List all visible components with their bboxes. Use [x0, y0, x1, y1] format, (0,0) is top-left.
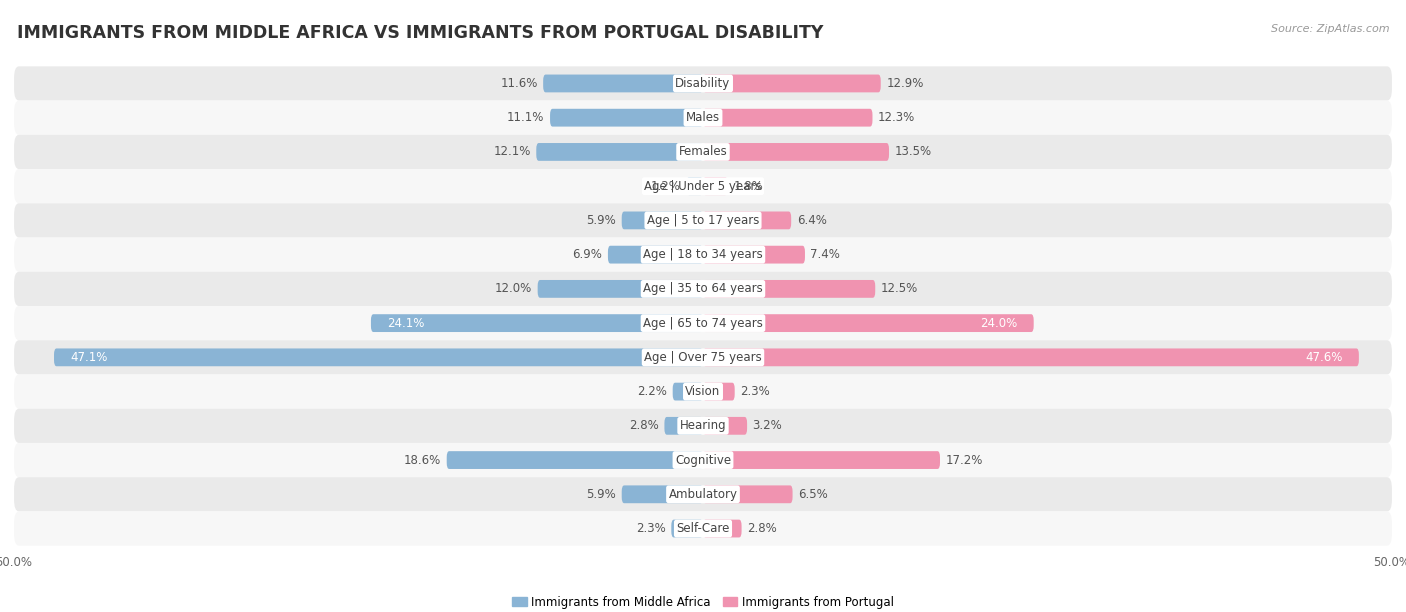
FancyBboxPatch shape	[703, 382, 735, 400]
Text: Disability: Disability	[675, 77, 731, 90]
FancyBboxPatch shape	[665, 417, 703, 435]
Text: 12.1%: 12.1%	[494, 146, 531, 159]
Text: 2.8%: 2.8%	[747, 522, 778, 535]
Text: 24.0%: 24.0%	[980, 316, 1017, 330]
Text: 1.2%: 1.2%	[651, 180, 681, 193]
FancyBboxPatch shape	[686, 177, 703, 195]
FancyBboxPatch shape	[14, 409, 1392, 443]
FancyBboxPatch shape	[703, 212, 792, 230]
FancyBboxPatch shape	[14, 443, 1392, 477]
FancyBboxPatch shape	[672, 382, 703, 400]
FancyBboxPatch shape	[671, 520, 703, 537]
FancyBboxPatch shape	[14, 477, 1392, 512]
Text: Ambulatory: Ambulatory	[668, 488, 738, 501]
FancyBboxPatch shape	[14, 203, 1392, 237]
Text: Cognitive: Cognitive	[675, 453, 731, 466]
Text: 12.0%: 12.0%	[495, 282, 531, 296]
Text: Age | 35 to 64 years: Age | 35 to 64 years	[643, 282, 763, 296]
Text: 2.3%: 2.3%	[636, 522, 666, 535]
FancyBboxPatch shape	[703, 348, 1358, 366]
Text: Age | 65 to 74 years: Age | 65 to 74 years	[643, 316, 763, 330]
FancyBboxPatch shape	[621, 212, 703, 230]
Text: 12.3%: 12.3%	[877, 111, 915, 124]
FancyBboxPatch shape	[537, 280, 703, 298]
FancyBboxPatch shape	[14, 375, 1392, 409]
FancyBboxPatch shape	[703, 314, 1033, 332]
Text: 18.6%: 18.6%	[404, 453, 441, 466]
FancyBboxPatch shape	[550, 109, 703, 127]
FancyBboxPatch shape	[536, 143, 703, 161]
Text: 11.6%: 11.6%	[501, 77, 537, 90]
Text: Vision: Vision	[685, 385, 721, 398]
Text: 6.5%: 6.5%	[799, 488, 828, 501]
Text: Hearing: Hearing	[679, 419, 727, 432]
Text: 5.9%: 5.9%	[586, 214, 616, 227]
FancyBboxPatch shape	[14, 512, 1392, 546]
Text: Source: ZipAtlas.com: Source: ZipAtlas.com	[1271, 24, 1389, 34]
FancyBboxPatch shape	[703, 246, 806, 264]
FancyBboxPatch shape	[371, 314, 703, 332]
Text: 1.8%: 1.8%	[734, 180, 763, 193]
FancyBboxPatch shape	[14, 272, 1392, 306]
FancyBboxPatch shape	[703, 177, 728, 195]
FancyBboxPatch shape	[703, 451, 941, 469]
Text: 13.5%: 13.5%	[894, 146, 932, 159]
Text: 12.5%: 12.5%	[880, 282, 918, 296]
Text: 6.4%: 6.4%	[797, 214, 827, 227]
FancyBboxPatch shape	[543, 75, 703, 92]
FancyBboxPatch shape	[14, 66, 1392, 100]
Text: Self-Care: Self-Care	[676, 522, 730, 535]
Text: 47.1%: 47.1%	[70, 351, 108, 364]
FancyBboxPatch shape	[14, 135, 1392, 169]
FancyBboxPatch shape	[703, 417, 747, 435]
Text: 5.9%: 5.9%	[586, 488, 616, 501]
Text: 12.9%: 12.9%	[886, 77, 924, 90]
Text: Females: Females	[679, 146, 727, 159]
Text: 47.6%: 47.6%	[1305, 351, 1343, 364]
Text: Age | Under 5 years: Age | Under 5 years	[644, 180, 762, 193]
FancyBboxPatch shape	[703, 143, 889, 161]
Text: 2.8%: 2.8%	[628, 419, 659, 432]
FancyBboxPatch shape	[621, 485, 703, 503]
FancyBboxPatch shape	[703, 109, 873, 127]
FancyBboxPatch shape	[53, 348, 703, 366]
Text: Males: Males	[686, 111, 720, 124]
Text: 11.1%: 11.1%	[508, 111, 544, 124]
FancyBboxPatch shape	[14, 340, 1392, 375]
FancyBboxPatch shape	[14, 169, 1392, 203]
FancyBboxPatch shape	[14, 306, 1392, 340]
FancyBboxPatch shape	[14, 100, 1392, 135]
Text: 24.1%: 24.1%	[388, 316, 425, 330]
Text: 6.9%: 6.9%	[572, 248, 602, 261]
Text: 3.2%: 3.2%	[752, 419, 782, 432]
FancyBboxPatch shape	[703, 75, 880, 92]
Text: 17.2%: 17.2%	[945, 453, 983, 466]
Text: 2.2%: 2.2%	[637, 385, 668, 398]
FancyBboxPatch shape	[447, 451, 703, 469]
FancyBboxPatch shape	[607, 246, 703, 264]
FancyBboxPatch shape	[703, 280, 875, 298]
Text: Age | 18 to 34 years: Age | 18 to 34 years	[643, 248, 763, 261]
FancyBboxPatch shape	[14, 237, 1392, 272]
Legend: Immigrants from Middle Africa, Immigrants from Portugal: Immigrants from Middle Africa, Immigrant…	[512, 595, 894, 608]
Text: 7.4%: 7.4%	[810, 248, 841, 261]
Text: 2.3%: 2.3%	[740, 385, 770, 398]
Text: Age | Over 75 years: Age | Over 75 years	[644, 351, 762, 364]
Text: IMMIGRANTS FROM MIDDLE AFRICA VS IMMIGRANTS FROM PORTUGAL DISABILITY: IMMIGRANTS FROM MIDDLE AFRICA VS IMMIGRA…	[17, 24, 824, 42]
Text: Age | 5 to 17 years: Age | 5 to 17 years	[647, 214, 759, 227]
FancyBboxPatch shape	[703, 485, 793, 503]
FancyBboxPatch shape	[703, 520, 741, 537]
